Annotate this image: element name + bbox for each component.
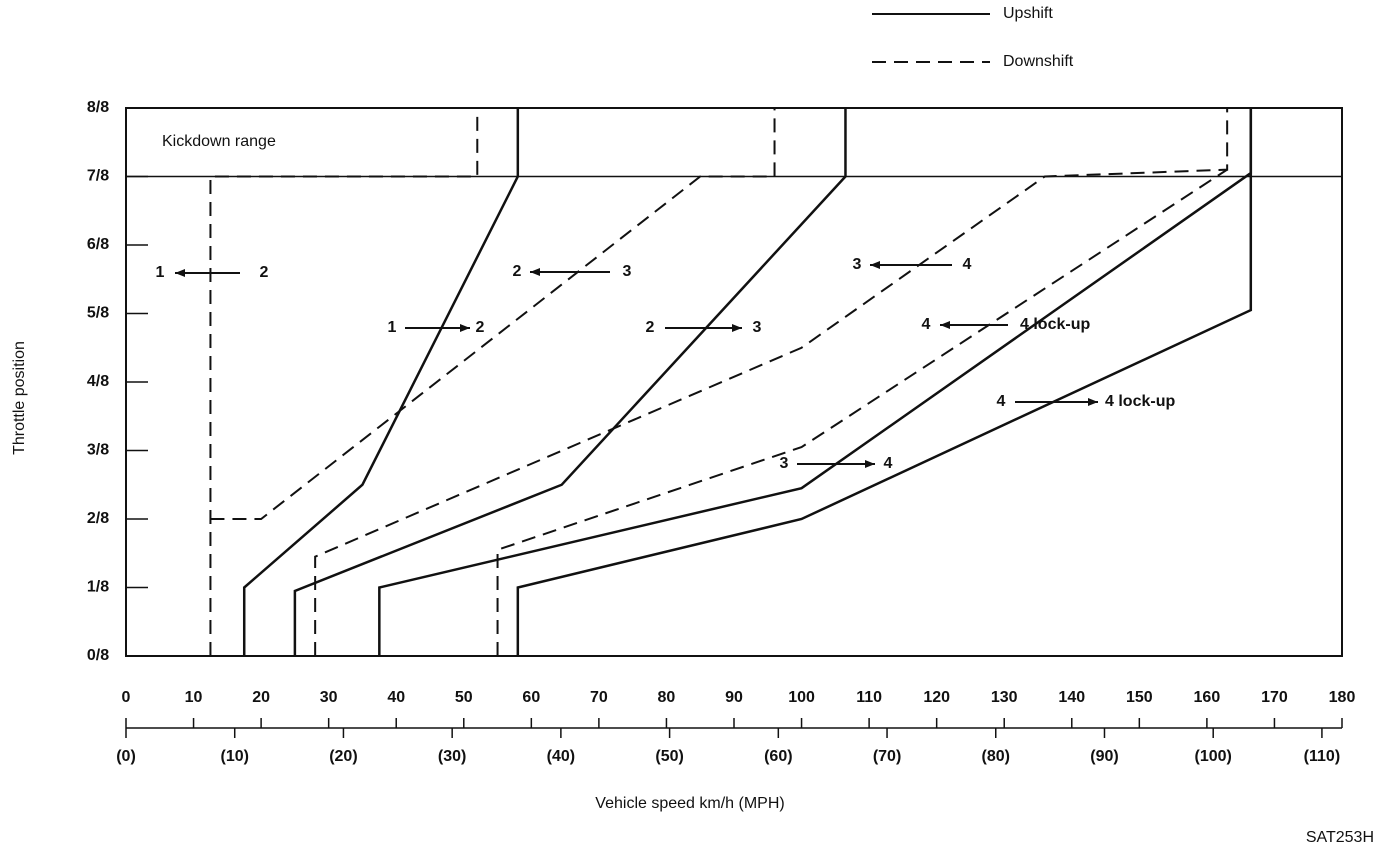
- x-tick-label: 30: [320, 689, 338, 706]
- y-axis-label: Throttle position: [11, 341, 28, 455]
- footnote: SAT253H: [1306, 829, 1374, 846]
- shift-line: [516, 108, 1253, 656]
- shift-line: [210, 108, 776, 520]
- annotation: 3: [623, 263, 632, 280]
- annotation: 1: [156, 264, 165, 281]
- y-tick-label: 1/8: [87, 579, 109, 596]
- x-tick-label: 120: [923, 689, 950, 706]
- x-tick-label: 10: [185, 689, 203, 706]
- y-tick-label: 6/8: [87, 236, 109, 253]
- annotation: 4: [884, 455, 893, 472]
- annotation: 4: [963, 256, 972, 273]
- x2-tick-label: (10): [220, 748, 248, 765]
- arrow-head: [940, 321, 950, 329]
- shift-line: [293, 108, 847, 656]
- shift-line: [209, 108, 479, 656]
- x-tick-label: 0: [122, 689, 131, 706]
- y-tick-label: 2/8: [87, 510, 109, 527]
- x-tick-label: 180: [1329, 689, 1356, 706]
- shift-line: [242, 108, 520, 656]
- x-tick-label: 20: [252, 689, 270, 706]
- arrow-head: [870, 261, 880, 269]
- x2-tick-label: (20): [329, 748, 357, 765]
- x-tick-label: 50: [455, 689, 473, 706]
- annotation: 2: [260, 264, 269, 281]
- legend-label: Downshift: [1003, 53, 1074, 70]
- x-tick-label: 110: [856, 689, 882, 706]
- arrow-head: [460, 324, 470, 332]
- annotation: 2: [476, 319, 485, 336]
- annotation: Kickdown range: [162, 133, 276, 150]
- plot-frame: [125, 107, 1343, 657]
- shift-line: [496, 168, 1228, 656]
- x-tick-label: 130: [991, 689, 1018, 706]
- arrow-head: [1088, 398, 1098, 406]
- annotation: 4: [922, 316, 931, 333]
- annotation: 2: [646, 319, 655, 336]
- legend-label: Upshift: [1003, 5, 1053, 22]
- x2-tick-label: (50): [655, 748, 683, 765]
- x2-tick-label: (60): [764, 748, 792, 765]
- x-tick-label: 150: [1126, 689, 1153, 706]
- x2-tick-label: (80): [982, 748, 1010, 765]
- annotation: 4 lock-up: [1020, 316, 1090, 333]
- annotation: 3: [753, 319, 762, 336]
- x2-tick-label: (30): [438, 748, 466, 765]
- y-tick-label: 3/8: [87, 442, 109, 459]
- x-tick-label: 140: [1058, 689, 1085, 706]
- y-tick-label: 4/8: [87, 373, 109, 390]
- y-tick-label: 0/8: [87, 647, 109, 664]
- arrow-head: [732, 324, 742, 332]
- annotation: 1: [388, 319, 397, 336]
- annotation: 4 lock-up: [1105, 393, 1175, 410]
- x2-tick-label: (70): [873, 748, 901, 765]
- annotation: 3: [780, 455, 789, 472]
- x2-tick-label: (110): [1304, 748, 1340, 765]
- y-tick-label: 7/8: [87, 168, 109, 185]
- x-tick-label: 60: [522, 689, 540, 706]
- x2-tick-label: (40): [547, 748, 575, 765]
- x-tick-label: 70: [590, 689, 608, 706]
- annotation: 3: [853, 256, 862, 273]
- x-tick-label: 80: [658, 689, 676, 706]
- y-tick-label: 8/8: [87, 99, 109, 116]
- x-tick-label: 160: [1194, 689, 1221, 706]
- annotation: 4: [997, 393, 1006, 410]
- x2-tick-label: (90): [1090, 748, 1118, 765]
- arrow-head: [175, 269, 185, 277]
- arrow-head: [865, 460, 875, 468]
- x-tick-label: 100: [788, 689, 815, 706]
- x2-tick-label: (0): [116, 748, 136, 765]
- x2-tick-label: (100): [1195, 748, 1232, 765]
- x-axis-label: Vehicle speed km/h (MPH): [595, 795, 784, 812]
- x-tick-label: 170: [1261, 689, 1288, 706]
- arrow-head: [530, 268, 540, 276]
- y-tick-label: 5/8: [87, 305, 109, 322]
- annotation: 2: [513, 263, 522, 280]
- shift-line: [314, 108, 1229, 656]
- x-tick-label: 90: [725, 689, 743, 706]
- x-tick-label: 40: [387, 689, 405, 706]
